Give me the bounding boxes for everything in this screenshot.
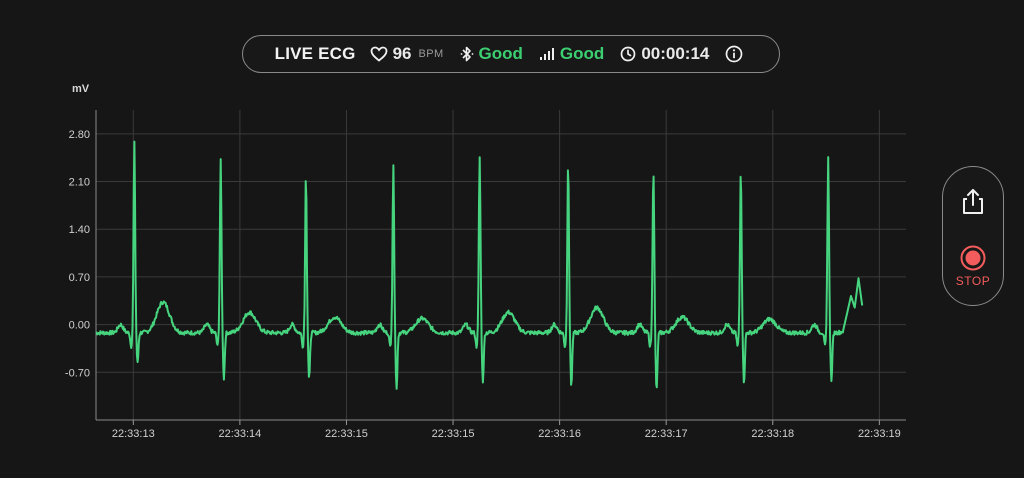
status-bar: LIVE ECG 96 BPM Good Good 00:00:14 (242, 35, 780, 73)
y-tick-label: -0.70 (65, 367, 90, 379)
chart-grid (96, 110, 906, 420)
recording-controls: STOP (942, 166, 1004, 306)
x-tick-label: 22:33:15 (325, 428, 368, 440)
x-tick-label: 22:33:18 (751, 428, 794, 440)
x-tick-label: 22:33:16 (538, 428, 581, 440)
elapsed-time-group: 00:00:14 (620, 44, 709, 64)
signal-status: Good (559, 44, 605, 63)
x-tick-label: 22:33:14 (218, 428, 261, 440)
elapsed-time: 00:00:14 (641, 44, 710, 63)
ecg-chart-svg: mV 2.80 2.10 1.40 0.70 0.00 -0.70 22:33:13 22:3… (65, 83, 906, 440)
bluetooth-status-group: Good (460, 44, 523, 64)
share-icon[interactable] (959, 187, 987, 217)
clock-icon (620, 46, 636, 62)
signal-status-group: Good (539, 44, 604, 64)
stop-label[interactable]: STOP (955, 274, 991, 288)
record-icon[interactable] (960, 245, 986, 271)
x-tick-label: 22:33:19 (858, 428, 901, 440)
app-title: LIVE ECG (274, 44, 356, 63)
stop-button[interactable]: STOP (943, 241, 1003, 293)
ecg-chart: mV 2.80 2.10 1.40 0.70 0.00 -0.70 22:33:13 22:3… (65, 83, 906, 440)
bluetooth-icon (460, 45, 474, 63)
heart-rate: 96 BPM (370, 44, 444, 64)
y-tick-label: 0.70 (69, 272, 90, 284)
ecg-trace-layer (95, 140, 864, 390)
info-icon[interactable] (725, 45, 743, 63)
chart-axes: 2.80 2.10 1.40 0.70 0.00 -0.70 22:33:13 22:33:1… (65, 110, 906, 440)
y-axis-unit: mV (72, 83, 90, 95)
bpm-unit: BPM (418, 48, 444, 60)
y-tick-label: 0.00 (69, 320, 90, 332)
heart-icon (370, 46, 388, 62)
y-tick-label: 2.80 (69, 129, 90, 141)
ecg-series-line (95, 140, 864, 390)
x-tick-label: 22:33:17 (645, 428, 688, 440)
y-tick-label: 1.40 (69, 224, 90, 236)
y-tick-label: 2.10 (69, 177, 90, 189)
bluetooth-status: Good (478, 44, 523, 63)
share-button[interactable] (959, 187, 987, 217)
info-button[interactable] (725, 45, 743, 63)
signal-bars-icon (539, 47, 555, 61)
x-tick-label: 22:33:13 (112, 428, 155, 440)
bpm-value: 96 (392, 44, 412, 63)
x-tick-label: 22:33:15 (432, 428, 475, 440)
